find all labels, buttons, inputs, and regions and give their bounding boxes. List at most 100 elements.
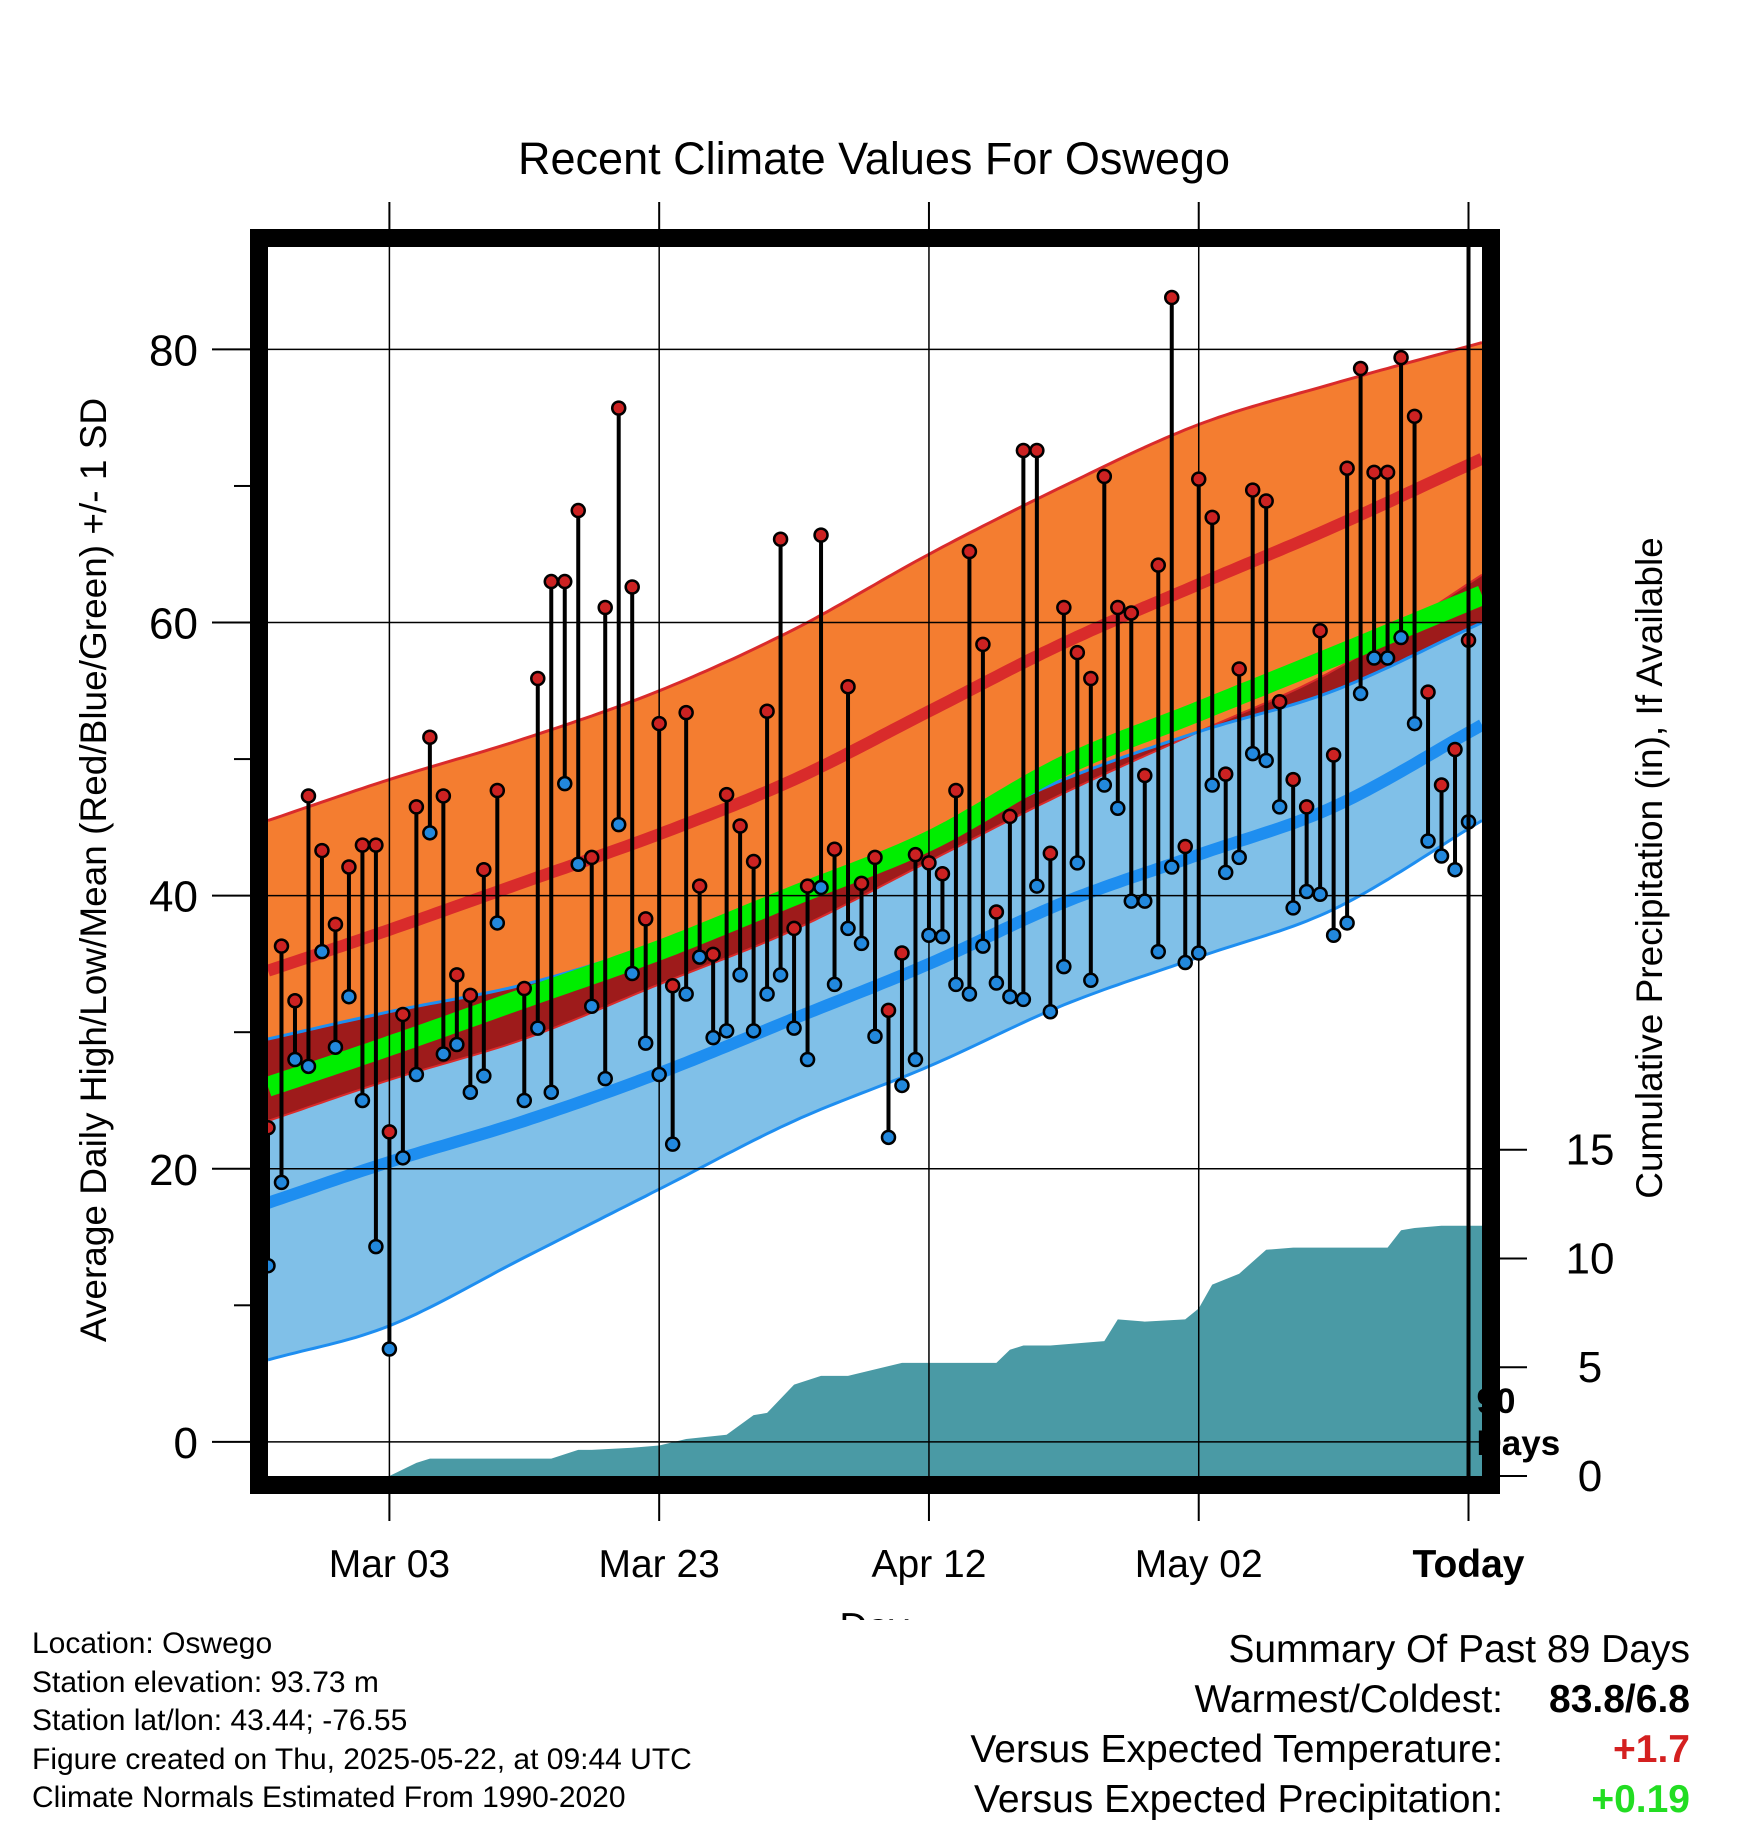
elevation-text: Station elevation: 93.73 m (32, 1665, 379, 1699)
daily-high-point (610, 400, 627, 416)
daily-high-point (921, 855, 937, 871)
daily-low-point (1042, 1003, 1059, 1020)
daily-high-point (975, 636, 991, 653)
daily-high-point (934, 866, 951, 882)
location-text: Location: Oswego (32, 1627, 273, 1660)
daily-high-point (1420, 684, 1436, 700)
daily-low-point (327, 1039, 344, 1055)
daily-high-point (1339, 460, 1355, 476)
precipitation-value: +0.19 (1591, 1778, 1690, 1821)
daily-high-point (651, 715, 667, 732)
daily-high-point (422, 729, 438, 745)
daily-high-point (462, 987, 479, 1004)
daily-high-point (786, 920, 802, 937)
daily-low-point (597, 1070, 613, 1087)
daily-low-point (462, 1084, 479, 1101)
daily-high-point (1150, 557, 1167, 573)
summary-title: Summary Of Past 89 Days (1228, 1628, 1690, 1671)
daily-low-point (1015, 991, 1032, 1008)
daily-low-point (745, 1023, 762, 1039)
axes: 0 20 40 60 80 Mar 03 Mar 23 Apr 12 May 02 Today 0 5… (73, 202, 1670, 1620)
plot-border (250, 229, 1500, 1494)
daily-low-point (570, 856, 586, 872)
daily-low-point (1352, 685, 1369, 702)
y-right-tick-label: 10 (1566, 1234, 1615, 1283)
daily-high-point (853, 875, 870, 892)
daily-high-point (1366, 464, 1382, 481)
daily-low-point (732, 967, 748, 983)
daily-high-point (637, 911, 654, 927)
daily-high-point (1312, 622, 1328, 639)
daily-low-point (449, 1036, 465, 1053)
daily-low-point (273, 1174, 290, 1191)
daily-high-point (489, 782, 506, 799)
daily-high-point (1042, 845, 1059, 862)
latlon-text: Station lat/lon: 43.44; -76.55 (32, 1704, 408, 1737)
high-sd-upper-line (267, 341, 1483, 822)
daily-high-point (1177, 838, 1193, 855)
daily-high-point (516, 980, 533, 997)
daily-low-point (1083, 972, 1099, 989)
daily-high-point (408, 799, 425, 815)
daily-low-point (341, 988, 357, 1005)
daily-low-point (948, 976, 964, 993)
daily-low-point (880, 1129, 897, 1146)
daily-low-point (1056, 958, 1072, 975)
high-sd-band (268, 342, 1482, 1122)
daily-high-point (718, 786, 735, 803)
chart-title: Recent Climate Values For Oswego (518, 133, 1230, 184)
warmest-coldest-label: Warmest/Coldest: (1194, 1678, 1503, 1721)
daily-high-point (327, 916, 344, 933)
x-tick-label: Mar 03 (329, 1543, 450, 1586)
daily-low-point (1231, 849, 1247, 866)
daily-low-point (1312, 886, 1328, 903)
daily-low-point (1379, 650, 1396, 666)
daily-high-point (1393, 349, 1409, 366)
daily-high-point (1137, 767, 1153, 784)
daily-high-point (1029, 442, 1045, 459)
daily-low-point (867, 1028, 883, 1045)
daily-low-point (583, 998, 600, 1014)
daily-low-point (1285, 900, 1301, 916)
daily-low-point (988, 975, 1005, 991)
daily-high-point (368, 837, 384, 853)
daily-low-point (1123, 893, 1140, 909)
daily-high-point (907, 846, 924, 863)
daily-high-point (624, 579, 640, 595)
daily-high-point (745, 853, 762, 870)
daily-low-point (530, 1020, 546, 1036)
daily-high-point (880, 1002, 897, 1019)
daily-high-point (1056, 599, 1072, 616)
daily-high-point (772, 531, 789, 547)
daily-low-point (1204, 777, 1220, 793)
daily-low-point (1298, 883, 1315, 900)
daily-high-point (1164, 289, 1180, 306)
daily-high-point (1217, 766, 1234, 782)
summary-panel: Summary Of Past 89 Days Warmest/Coldest:… (970, 1625, 1690, 1825)
daily-high-point (1110, 599, 1126, 616)
precipitation-fill (268, 1225, 1482, 1476)
daily-high-point (826, 841, 843, 857)
daily-high-point (1447, 741, 1463, 758)
daily-high-point (1285, 771, 1301, 788)
daily-high-point (354, 837, 371, 853)
y-tick-label: 0 (174, 1419, 198, 1468)
daily-low-point (408, 1066, 425, 1083)
daily-high-point (799, 878, 816, 894)
daily-low-point (759, 986, 775, 1002)
daily-low-point (1433, 848, 1450, 864)
daily-low-point (489, 915, 506, 931)
daily-low-point (287, 1051, 303, 1068)
daily-high-point (287, 993, 303, 1009)
daily-low-point (1137, 893, 1153, 909)
temperature-label: Versus Expected Temperature: (970, 1728, 1503, 1771)
daily-high-point (1379, 464, 1396, 481)
daily-high-point (314, 842, 330, 859)
daily-low-point (786, 1020, 802, 1036)
daily-high-point (530, 670, 546, 687)
y-tick-label: 40 (149, 873, 198, 922)
x-tick-label: Today (1413, 1543, 1525, 1586)
daily-low-point (1258, 752, 1274, 769)
daily-low-point (799, 1051, 816, 1068)
low-sd-lower-line (267, 819, 1483, 1362)
